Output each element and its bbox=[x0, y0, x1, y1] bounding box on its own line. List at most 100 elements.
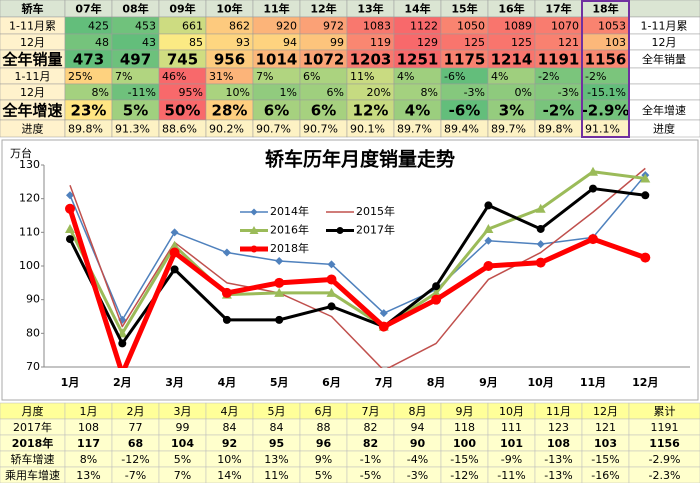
cell-text: 117 bbox=[77, 437, 100, 450]
cell-text: 118 bbox=[454, 421, 475, 434]
cell-text: -15.1% bbox=[587, 86, 626, 99]
point bbox=[483, 223, 494, 233]
point bbox=[536, 240, 545, 249]
cell-text: 43 bbox=[142, 36, 156, 49]
cell-text: 14% bbox=[217, 469, 241, 482]
cell-text: 25% bbox=[68, 70, 92, 83]
cell-text: -2% bbox=[585, 70, 606, 83]
cell-text: 89.7% bbox=[397, 123, 432, 136]
cell-text: 108 bbox=[78, 421, 99, 434]
row-label: 全年增速 bbox=[1, 102, 62, 120]
right-label-cell bbox=[628, 67, 700, 85]
legend-marker bbox=[250, 245, 258, 253]
header-text: 轿车 bbox=[22, 2, 44, 16]
cell-text: 119 bbox=[370, 36, 391, 49]
cell-text: 125 bbox=[511, 36, 532, 49]
point bbox=[535, 203, 546, 213]
cell-text: -6% bbox=[449, 102, 481, 120]
point bbox=[221, 287, 232, 298]
legend-marker bbox=[250, 208, 258, 216]
right-label: 全年销量 bbox=[642, 52, 686, 66]
row-label: 1-11月 bbox=[15, 70, 51, 83]
cell-text: 轿车增速 bbox=[11, 452, 55, 466]
point bbox=[65, 223, 75, 233]
x-tick-label: 6月 bbox=[322, 376, 341, 389]
y-tick-label: 80 bbox=[26, 326, 40, 339]
cell-text: 6% bbox=[303, 70, 320, 83]
cell-text: 1175 bbox=[444, 51, 486, 69]
cell-text: 920 bbox=[276, 20, 297, 33]
cell-text: 1089 bbox=[504, 20, 532, 33]
cell-text: 108 bbox=[547, 437, 570, 450]
x-tick-label: 9月 bbox=[479, 376, 498, 389]
cell-text: 95% bbox=[179, 86, 203, 99]
point bbox=[640, 252, 651, 263]
legend-marker bbox=[249, 226, 259, 234]
cell-text: 1191 bbox=[651, 421, 679, 434]
chart-frame bbox=[1, 139, 699, 401]
highlight-box bbox=[581, 0, 630, 138]
cell-text: 28% bbox=[212, 102, 248, 120]
point bbox=[66, 235, 74, 244]
cell-text: -13% bbox=[544, 453, 572, 466]
cell-text: 101 bbox=[500, 437, 523, 450]
header-text: 17年 bbox=[545, 2, 571, 16]
cell-text: 7% bbox=[174, 469, 191, 482]
legend-label: 2014年 bbox=[270, 204, 309, 218]
y-axis-label: 万台 bbox=[10, 146, 32, 160]
cell-text: 94 bbox=[411, 421, 425, 434]
cell-text: 90.1% bbox=[350, 123, 385, 136]
header-text: 8月 bbox=[409, 405, 427, 418]
point bbox=[275, 256, 284, 265]
legend-marker bbox=[336, 227, 344, 234]
cell-text: 2017年 bbox=[13, 420, 52, 434]
x-tick-label: 8月 bbox=[427, 376, 446, 389]
x-tick-label: 3月 bbox=[165, 376, 184, 389]
header-text: 09年 bbox=[169, 2, 195, 16]
row-label: 12月 bbox=[20, 36, 45, 49]
cell-text: 92 bbox=[222, 437, 237, 450]
header-text: 5月 bbox=[268, 405, 286, 418]
cell-text: 77 bbox=[129, 421, 143, 434]
cell-text: 4% bbox=[405, 102, 430, 120]
cell-text: -9% bbox=[501, 453, 522, 466]
cell-text: 862 bbox=[229, 20, 250, 33]
point bbox=[274, 277, 285, 288]
legend-label: 2015年 bbox=[356, 204, 395, 218]
cell-text: -15% bbox=[450, 453, 478, 466]
cell-text: -6% bbox=[444, 70, 465, 83]
row-label: 1-11月累 bbox=[9, 20, 56, 33]
cell-text: -3% bbox=[558, 86, 579, 99]
cell-text: -2% bbox=[543, 102, 575, 120]
cell-text: -1% bbox=[360, 453, 381, 466]
cell-text: -15% bbox=[591, 453, 619, 466]
y-tick-label: 110 bbox=[19, 225, 40, 238]
cell-text: 10% bbox=[217, 453, 241, 466]
cell-text: 12% bbox=[353, 102, 389, 120]
header-text: 13年 bbox=[357, 2, 383, 16]
point bbox=[536, 224, 545, 233]
cell-text: 89.7% bbox=[491, 123, 526, 136]
series-line bbox=[69, 174, 646, 321]
cell-text: -2.3% bbox=[649, 469, 681, 482]
cell-text: 82 bbox=[363, 437, 378, 450]
cell-text: 453 bbox=[135, 20, 156, 33]
header-text: 10年 bbox=[216, 2, 242, 16]
x-tick-label: 10月 bbox=[528, 376, 554, 389]
y-tick-label: 70 bbox=[26, 360, 40, 373]
cell-text: 89.8% bbox=[538, 123, 573, 136]
header-text: 累计 bbox=[654, 405, 676, 418]
cell-text: 5% bbox=[174, 453, 191, 466]
cell-text: -12% bbox=[121, 453, 149, 466]
cell-text: 89.4% bbox=[444, 123, 479, 136]
right-label: 全年增速 bbox=[642, 103, 686, 117]
header-text: 月度 bbox=[22, 404, 44, 418]
point bbox=[170, 265, 179, 274]
cell-text: 473 bbox=[73, 51, 104, 69]
cell-text: 0% bbox=[515, 86, 532, 99]
cell-text: 82 bbox=[364, 421, 378, 434]
cell-text: 661 bbox=[182, 20, 203, 33]
cell-text: 8% bbox=[421, 86, 438, 99]
cell-text: -16% bbox=[591, 469, 619, 482]
